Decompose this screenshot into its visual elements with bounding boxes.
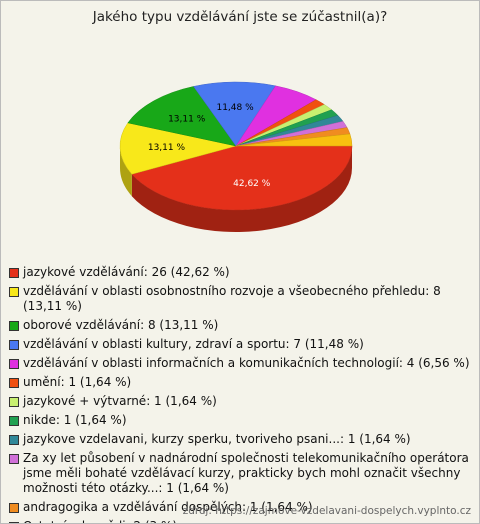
- legend-item: oborové vzdělávání: 8 (13,11 %): [9, 318, 471, 333]
- legend-label: vzdělávání v oblasti informačních a komu…: [23, 356, 470, 370]
- slice: [193, 81, 277, 147]
- legend-swatch: [9, 287, 19, 297]
- legend-item: vzdělávání v oblasti osobnostního rozvoj…: [9, 284, 471, 314]
- legend-item: nikde: 1 (1,64 %): [9, 413, 471, 428]
- legend-swatch: [9, 416, 19, 426]
- legend-item: Za xy let působení v nadnárodní společno…: [9, 451, 471, 496]
- source: zdroj: https://zajmove-vzdelavani-dospel…: [182, 505, 471, 517]
- pie: 42,62 % 13,11 % 13,11 % 11,48 %: [119, 81, 353, 233]
- legend-swatch: [9, 321, 19, 331]
- legend-item: vzdělávání v oblasti kultury, zdraví a s…: [9, 337, 471, 352]
- legend-label: oborové vzdělávání: 8 (13,11 %): [23, 318, 219, 332]
- legend-label: vzdělávání v oblasti osobnostního rozvoj…: [23, 284, 441, 313]
- legend-swatch: [9, 359, 19, 369]
- legend-label: Ostatní odpovědi: 2 (3 %): [23, 519, 177, 523]
- legend-item: vzdělávání v oblasti informačních a komu…: [9, 356, 471, 371]
- legend-item: jazykové + výtvarné: 1 (1,64 %): [9, 394, 471, 409]
- slice: [127, 86, 237, 147]
- legend-label: jazykové vzdělávání: 26 (42,62 %): [23, 265, 230, 279]
- slice: [119, 122, 237, 175]
- legend-swatch: [9, 378, 19, 388]
- legend-item: Ostatní odpovědi: 2 (3 %): [9, 519, 471, 523]
- legend-swatch: [9, 268, 19, 278]
- slice: [235, 133, 353, 147]
- legend-swatch: [9, 503, 19, 513]
- legend-item: jazykove vzdelavani, kurzy sperku, tvori…: [9, 432, 471, 447]
- slice-side: [131, 146, 352, 233]
- legend-swatch: [9, 454, 19, 464]
- chart-title: Jakého typu vzdělávání jste se zúčastnil…: [92, 9, 388, 25]
- legend-label: jazykové + výtvarné: 1 (1,64 %): [23, 394, 217, 408]
- legend: jazykové vzdělávání: 26 (42,62 %) vzděláv…: [9, 265, 471, 523]
- legend-label: vzdělávání v oblasti kultury, zdraví a s…: [23, 337, 364, 351]
- legend-swatch: [9, 522, 19, 523]
- legend-swatch: [9, 397, 19, 407]
- slice-side: [120, 146, 132, 197]
- legend-swatch: [9, 435, 19, 445]
- legend-label: andragogika a vzdělávání dospělých: 1 (1…: [23, 500, 313, 514]
- legend-label: jazykove vzdelavani, kurzy sperku, tvori…: [23, 432, 411, 446]
- legend-label: Za xy let působení v nadnárodní společno…: [23, 451, 469, 495]
- legend-item: umění: 1 (1,64 %): [9, 375, 471, 390]
- slice-label: 11,48 %: [216, 103, 254, 113]
- slice-label: 13,11 %: [148, 143, 186, 153]
- slice-label: 13,11 %: [168, 114, 206, 124]
- slice-label: 42,62 %: [233, 179, 271, 189]
- legend-label: umění: 1 (1,64 %): [23, 375, 132, 389]
- legend-swatch: [9, 340, 19, 350]
- legend-label: nikde: 1 (1,64 %): [23, 413, 127, 427]
- legend-item: andragogika a vzdělávání dospělých: 1 (1…: [9, 500, 471, 515]
- slice: [131, 145, 353, 211]
- legend-item: jazykové vzdělávání: 26 (42,62 %): [9, 265, 471, 280]
